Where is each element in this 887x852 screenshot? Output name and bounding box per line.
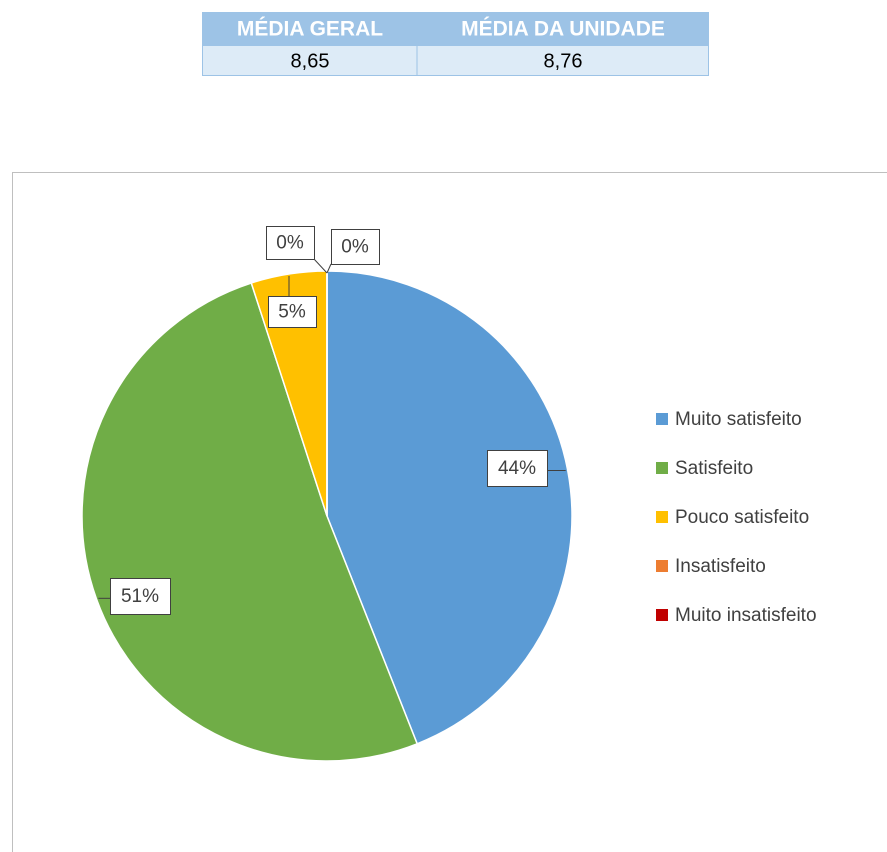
chart-frame (12, 172, 887, 852)
table-cell: 8,76 (544, 50, 583, 72)
label-box (331, 229, 380, 265)
legend-swatch (656, 462, 668, 474)
pie-slice (326, 270, 573, 745)
legend-label: Insatisfeito (675, 556, 766, 577)
label-box (266, 226, 315, 260)
pie-slice (81, 282, 419, 762)
legend-label: Satisfeito (675, 458, 753, 479)
legend-label: Muito insatisfeito (675, 605, 817, 626)
data-label: 51% (121, 586, 159, 607)
label-box (110, 578, 171, 615)
data-label: 5% (278, 302, 306, 323)
label-leader (313, 258, 328, 274)
table-header: MÉDIA GERAL (237, 18, 383, 41)
table-header: MÉDIA DA UNIDADE (461, 18, 665, 41)
label-box (487, 450, 548, 487)
data-label: 0% (276, 233, 304, 254)
table-header-bg (202, 12, 709, 45)
table-row-bg (202, 45, 709, 76)
legend-swatch (656, 609, 668, 621)
label-box (268, 296, 317, 328)
legend-label: Pouco satisfeito (675, 507, 809, 528)
legend-swatch (656, 560, 668, 572)
data-label: 44% (498, 458, 536, 479)
data-label: 0% (341, 237, 369, 258)
table-cell: 8,65 (291, 50, 330, 72)
label-leader (326, 263, 332, 274)
legend-swatch (656, 511, 668, 523)
legend-swatch (656, 413, 668, 425)
legend-label: Muito satisfeito (675, 409, 802, 430)
